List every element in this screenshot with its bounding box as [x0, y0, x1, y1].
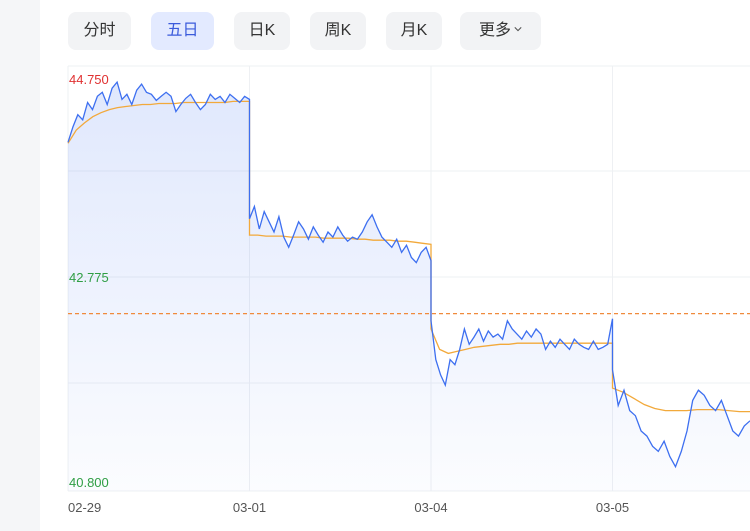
tab-monthly-k[interactable]: 月K: [386, 12, 442, 50]
chevron-down-icon: [514, 27, 522, 32]
tab-intraday[interactable]: 分时: [68, 12, 131, 50]
price-area: [68, 82, 750, 491]
x-label-day-4: 03-05: [596, 500, 629, 515]
price-area-fill: [68, 82, 750, 491]
x-label-day-2: 03-01: [233, 500, 266, 515]
tab-label: 日K: [248, 22, 276, 39]
tab-more[interactable]: 更多: [460, 12, 541, 50]
tab-label: 周K: [324, 22, 352, 39]
tab-weekly-k[interactable]: 周K: [310, 12, 366, 50]
x-label-day-1: 02-29: [68, 500, 101, 515]
tab-label: 分时: [83, 22, 116, 39]
y-label-high: 44.750: [69, 72, 109, 87]
x-label-day-3: 03-04: [414, 500, 447, 515]
tab-daily-k[interactable]: 日K: [234, 12, 290, 50]
series-lines: [67, 80, 750, 469]
tab-label: 更多: [478, 22, 511, 39]
y-label-low: 40.800: [69, 475, 109, 490]
tab-five-day[interactable]: 五日: [151, 12, 214, 50]
tab-label: 月K: [400, 22, 428, 39]
price-line: [67, 80, 750, 469]
tab-label: 五日: [166, 22, 199, 39]
y-label-mid: 42.775: [69, 270, 109, 285]
